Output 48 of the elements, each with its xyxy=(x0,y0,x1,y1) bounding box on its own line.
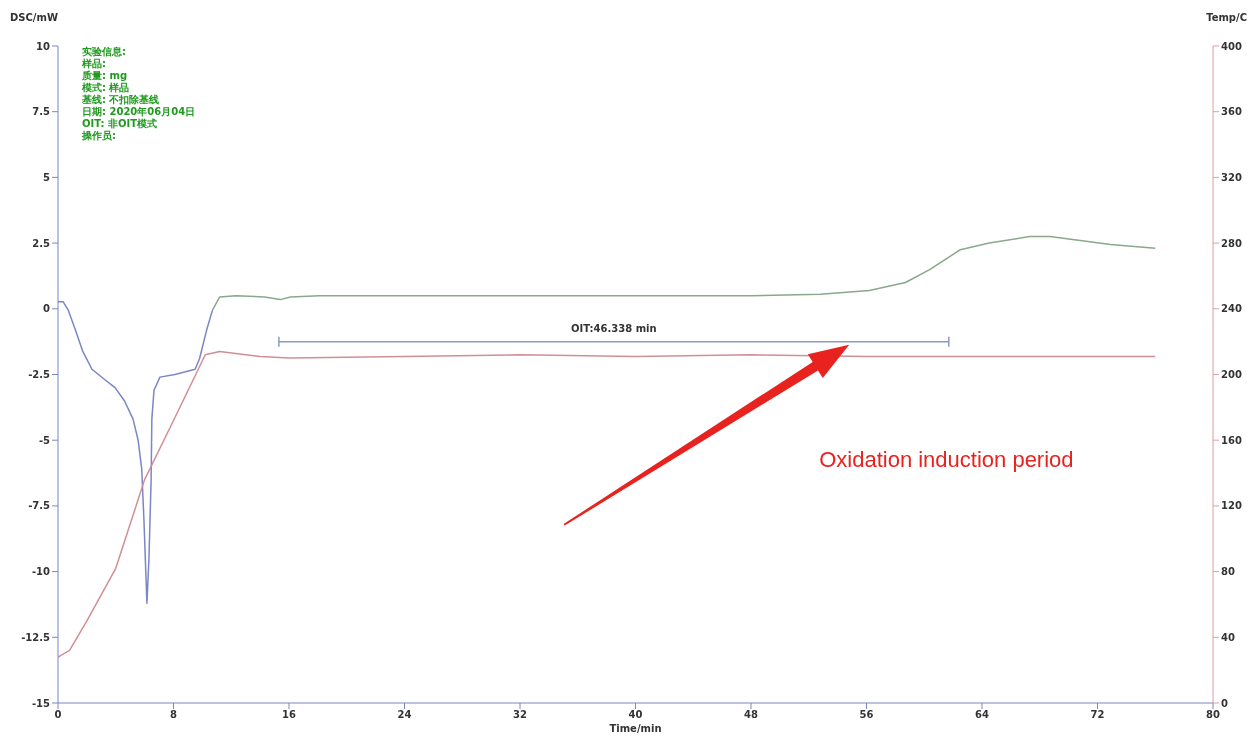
annotation: OIT:46.338 min xyxy=(571,322,657,334)
line-series xyxy=(211,235,1156,311)
x-tick-label: 48 xyxy=(744,709,758,721)
y2-axis-title: Temp/C xyxy=(1206,12,1247,23)
annotation: Oxidation induction period xyxy=(819,446,1074,472)
x-tick-label: 8 xyxy=(170,709,178,721)
x-tick-label: 80 xyxy=(1206,709,1220,721)
annotation: 日期: 2020年06月04日 xyxy=(82,106,196,118)
y2-tick-label: 40 xyxy=(1221,631,1235,643)
x-tick-label: 40 xyxy=(628,709,643,721)
y2-tick-label: 320 xyxy=(1221,171,1242,183)
y2-tick-label: 120 xyxy=(1221,500,1242,512)
x-tick-label: 64 xyxy=(975,709,989,721)
annotation: 实验信息: xyxy=(82,46,127,58)
y-tick-label: -2.5 xyxy=(28,369,51,381)
annotation: 操作员: xyxy=(82,130,117,142)
x-tick-label: 0 xyxy=(54,709,62,721)
y-tick-label: -7.5 xyxy=(28,500,51,512)
y-tick-label: -15 xyxy=(31,697,51,709)
annotation: 质量: mg xyxy=(82,70,128,82)
y-tick-label: 0 xyxy=(43,303,51,315)
x-tick-label: 24 xyxy=(397,709,412,721)
x-tick-label: 56 xyxy=(859,709,874,721)
x-tick-label: 16 xyxy=(282,709,296,721)
y-tick-label: -12.5 xyxy=(21,631,51,643)
y2-tick-label: 200 xyxy=(1221,369,1242,381)
y-axis-title: DSC/mW xyxy=(10,12,58,23)
y-tick-label: -10 xyxy=(31,566,51,578)
annotation: OIT: 非OIT模式 xyxy=(82,118,159,130)
y2-tick-label: 280 xyxy=(1221,237,1242,249)
y-tick-label: 5 xyxy=(43,171,51,183)
y-tick-label: 2.5 xyxy=(32,237,51,249)
annotation: 模式: 样品 xyxy=(82,82,131,94)
y2-tick-label: 0 xyxy=(1221,697,1228,709)
annotation: 基线: 不扣除基线 xyxy=(82,94,161,106)
x-axis-title: Time/min xyxy=(608,723,663,734)
x-tick-label: 32 xyxy=(513,709,527,721)
y2-tick-label: 360 xyxy=(1221,106,1242,118)
line-series xyxy=(58,350,1156,658)
annotation: 样品: xyxy=(82,58,107,70)
y-tick-label: 10 xyxy=(36,40,51,52)
y2-tick-label: 400 xyxy=(1221,40,1242,52)
y2-tick-label: 80 xyxy=(1221,566,1235,578)
x-tick-label: 72 xyxy=(1090,709,1105,721)
y2-tick-label: 160 xyxy=(1221,434,1242,446)
y2-tick-label: 240 xyxy=(1221,303,1242,315)
y-tick-label: -5 xyxy=(38,434,51,446)
y-tick-label: 7.5 xyxy=(32,106,51,118)
